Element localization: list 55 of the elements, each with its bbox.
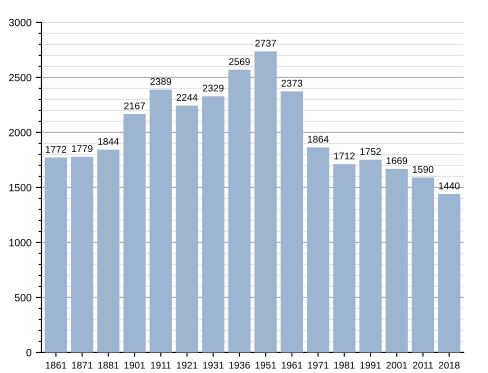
y-tick-label: 0 (26, 348, 32, 356)
x-tick-label: 1921 (176, 362, 198, 369)
y-tick-label: 1000 (9, 238, 32, 246)
bar (280, 91, 304, 352)
bar (150, 90, 172, 352)
x-tick-label: 1991 (360, 362, 381, 369)
bar (70, 156, 94, 352)
data-label: 1590 (412, 166, 434, 173)
y-tick-label: 2000 (9, 128, 32, 136)
bar (97, 150, 120, 352)
x-tick-label: 1961 (282, 362, 302, 369)
data-label: 2244 (176, 94, 198, 101)
bar (438, 194, 460, 352)
data-label: 2737 (255, 40, 276, 47)
data-label: 1844 (98, 138, 119, 145)
bar (44, 158, 68, 352)
x-tick-label: 1936 (229, 362, 250, 369)
x-tick-label: 1911 (151, 362, 171, 369)
data-label: 1712 (334, 152, 355, 160)
bar (202, 96, 224, 352)
x-tick-label: 2001 (386, 362, 408, 369)
data-label: 1779 (72, 145, 92, 152)
bar (123, 114, 146, 352)
data-label: 1752 (360, 148, 381, 156)
bar (254, 51, 277, 352)
x-tick-label: 1861 (46, 362, 66, 369)
data-label: 2167 (124, 102, 145, 110)
x-tick-label: 2011 (412, 362, 433, 369)
x-tick-label: 1871 (72, 362, 92, 369)
x-tick-label: 1931 (203, 362, 224, 369)
data-label: 1440 (439, 182, 460, 190)
data-label: 1864 (308, 136, 329, 143)
bar (386, 168, 408, 352)
x-tick-label: 2018 (438, 362, 460, 369)
x-tick-label: 1951 (256, 362, 276, 369)
bar (359, 160, 382, 352)
y-tick-label: 3000 (8, 18, 32, 26)
data-label: 1772 (46, 146, 66, 153)
y-tick-label: 500 (14, 294, 32, 302)
bar (306, 147, 330, 352)
y-tick-label: 2500 (9, 74, 32, 82)
data-label: 2569 (229, 58, 250, 66)
x-tick-label: 1881 (98, 362, 119, 369)
x-tick-label: 1981 (334, 362, 355, 369)
x-tick-label: 1901 (124, 362, 145, 369)
data-label: 2389 (150, 78, 172, 85)
bar (412, 178, 434, 352)
x-tick-label: 1971 (308, 362, 328, 369)
bar (333, 164, 356, 352)
y-tick-label: 1500 (9, 184, 32, 192)
bar (228, 70, 251, 352)
bar (176, 106, 198, 352)
data-label: 2373 (282, 80, 302, 87)
data-label: 2329 (202, 84, 224, 92)
data-label: 1669 (386, 157, 408, 164)
